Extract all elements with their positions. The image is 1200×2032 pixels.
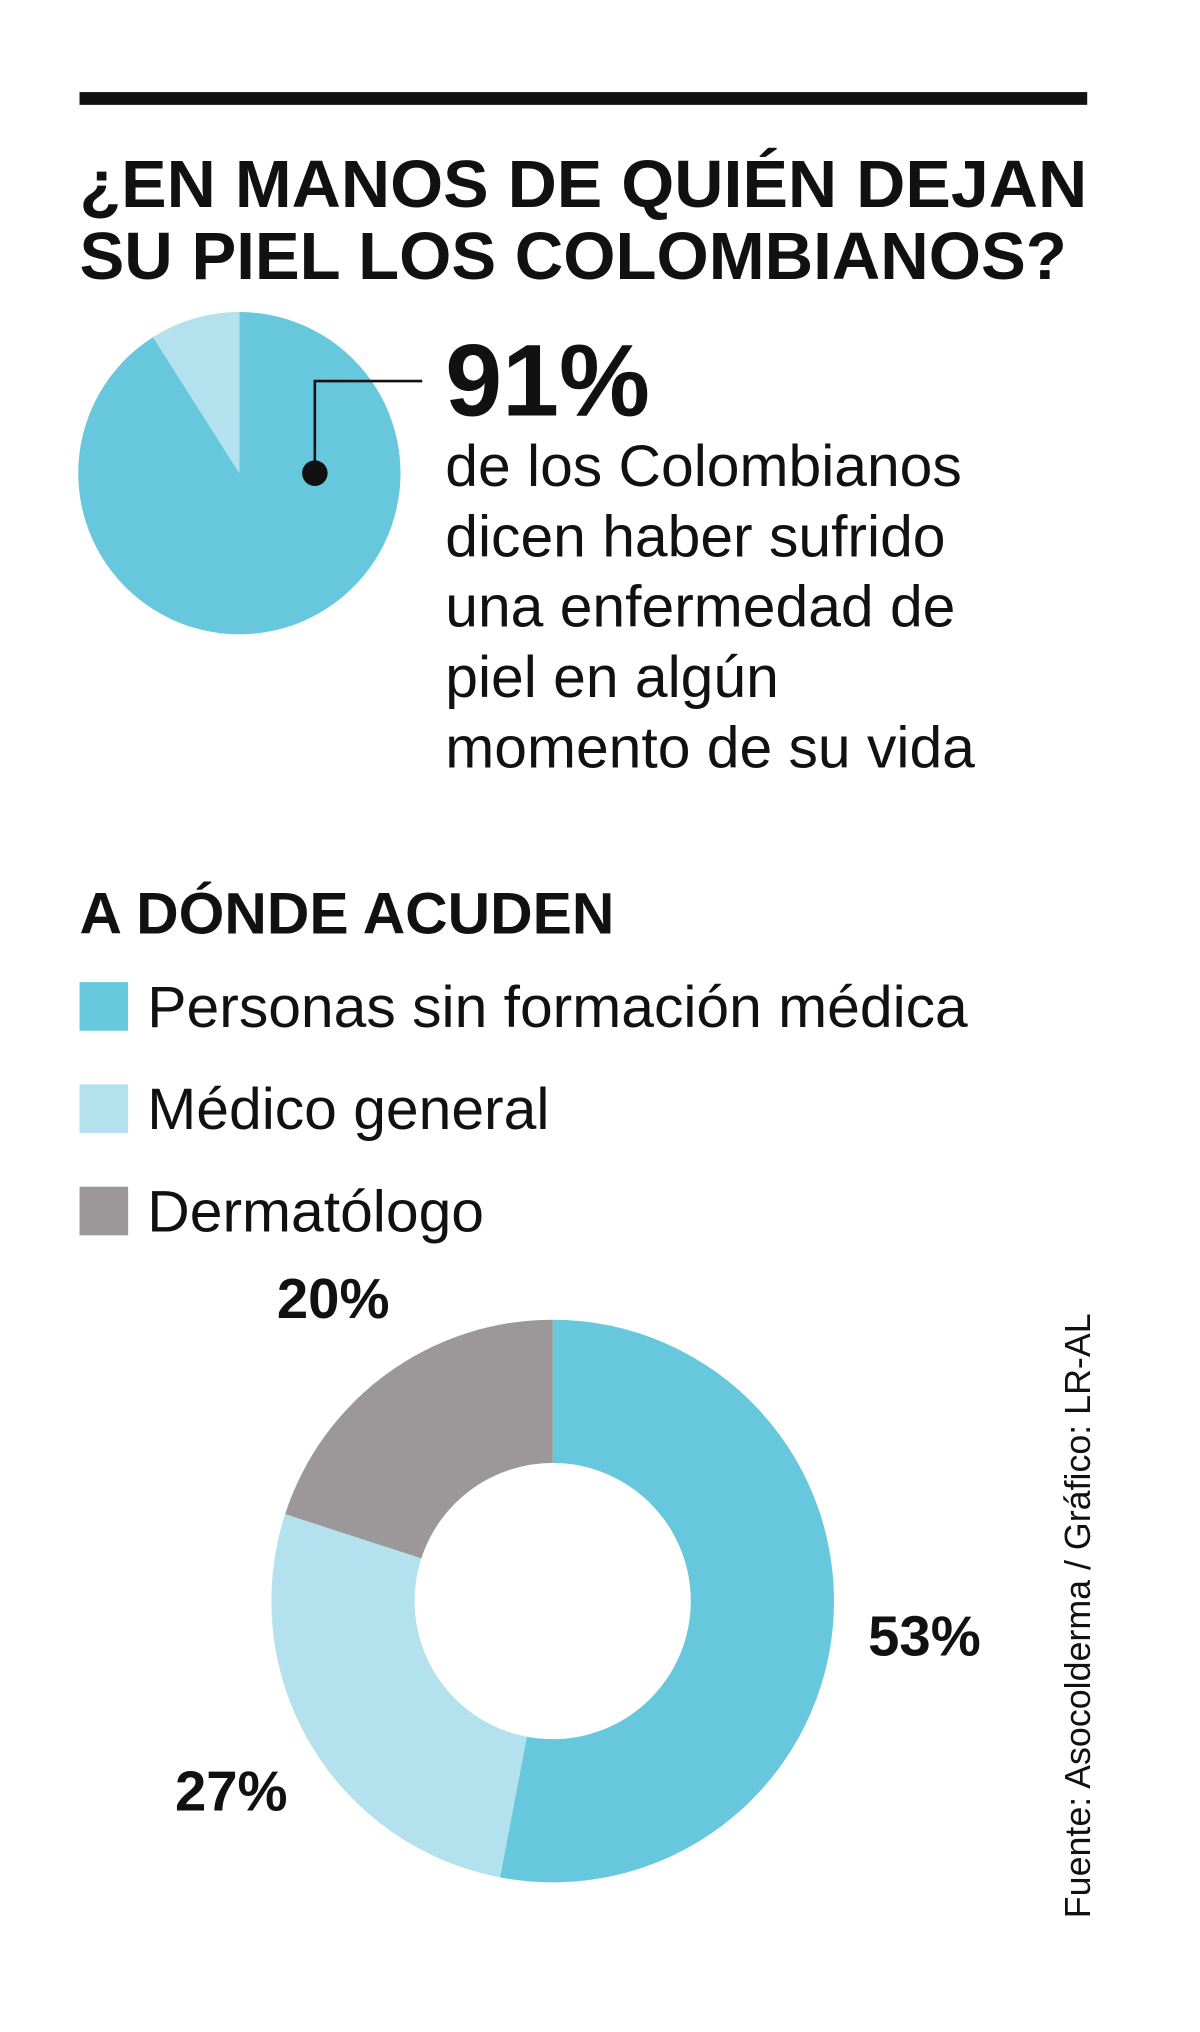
legend-swatch	[79, 982, 129, 1031]
slice	[271, 1514, 527, 1878]
value-label: 27%	[175, 1759, 288, 1822]
annotation-line: dicen haber sufrido	[445, 504, 945, 569]
legend-label: Personas sin formación médica	[147, 975, 968, 1040]
slice	[285, 1319, 553, 1559]
section-title: A DÓNDE ACUDEN	[80, 881, 615, 947]
legend-swatch	[79, 1186, 129, 1236]
annotation-line: de los Colombianos	[445, 434, 962, 499]
slice	[78, 312, 401, 635]
big-value: 91%	[445, 323, 650, 438]
slice	[499, 1319, 835, 1883]
annotation-line: una enfermedad de	[445, 575, 955, 640]
annotation-line: piel en algún	[445, 645, 779, 710]
legend-label: Dermatólogo	[147, 1179, 484, 1244]
title-line: ¿EN MANOS DE QUIÉN DEJAN	[80, 147, 1088, 222]
source: Fuente: Asocolderma / Gráfico: LR-AL	[1058, 1313, 1098, 1918]
leader-dot	[302, 460, 328, 486]
annotation-line: momento de su vida	[445, 715, 975, 780]
legend-label: Médico general	[147, 1077, 549, 1142]
top-rule	[79, 92, 1088, 105]
title-line: SU PIEL LOS COLOMBIANOS?	[80, 220, 1067, 294]
value-label: 20%	[277, 1267, 390, 1330]
leader-line	[313, 379, 423, 474]
legend-swatch	[79, 1084, 129, 1134]
slice	[153, 312, 240, 474]
value-label: 53%	[868, 1604, 981, 1667]
